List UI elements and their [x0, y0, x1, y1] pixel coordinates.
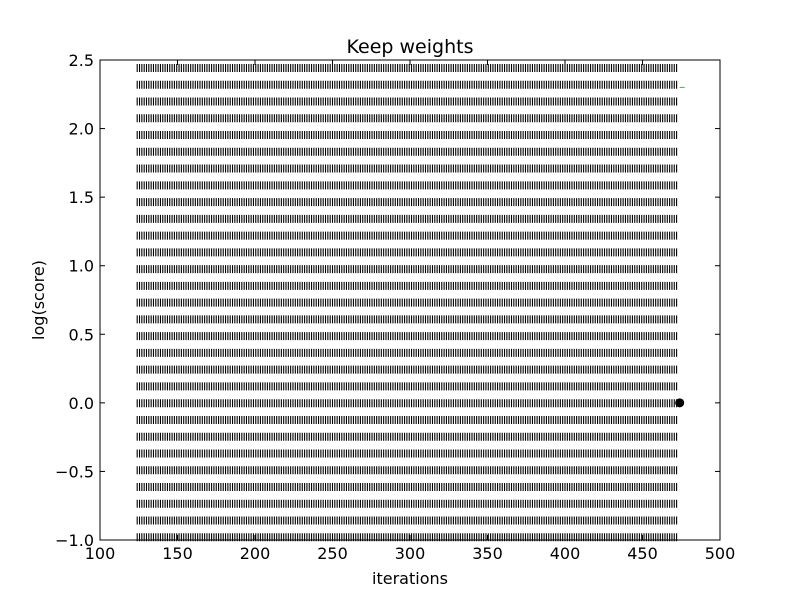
data-row	[136, 64, 678, 73]
data-row	[136, 131, 678, 140]
data-point	[675, 398, 685, 408]
data-row	[136, 80, 678, 89]
data-row	[136, 281, 678, 290]
chart-title: Keep weights	[347, 36, 474, 58]
data-row	[136, 198, 678, 207]
data-row	[136, 181, 678, 190]
annotations	[675, 86, 685, 408]
x-tick-label: 300	[395, 544, 426, 563]
x-tick-label: 500	[705, 544, 736, 563]
data-row	[136, 466, 678, 475]
data-row	[136, 164, 678, 173]
y-tick-label: 2.0	[69, 120, 94, 139]
data-row	[136, 298, 678, 307]
data-row	[136, 265, 678, 274]
y-tick-label: 1.0	[69, 257, 94, 276]
data-row	[136, 482, 678, 491]
data-row	[136, 315, 678, 324]
y-tick-label: −0.5	[55, 462, 94, 481]
data-row	[136, 449, 678, 458]
y-tick-label: 1.5	[69, 188, 94, 207]
data-row	[136, 533, 678, 542]
data-row	[136, 332, 678, 341]
y-tick-label: 0.5	[69, 325, 94, 344]
data-row	[136, 499, 678, 508]
data-row	[136, 516, 678, 525]
y-tick-label: −1.0	[55, 531, 94, 550]
x-tick-label: 350	[472, 544, 503, 563]
x-axis-ticks: 100 150 200 250 300 350 400 450 500	[85, 60, 736, 563]
y-axis-ticks: −1.0 −0.5 0.0 0.5 1.0 1.5 2.0 2.5	[55, 51, 720, 550]
x-tick-label: 400	[550, 544, 581, 563]
x-tick-label: 100	[85, 544, 116, 563]
y-tick-label: 0.0	[69, 394, 94, 413]
data-row	[136, 348, 678, 357]
y-tick-label: 2.5	[69, 51, 94, 70]
data-row	[136, 214, 678, 223]
x-axis-label: iterations	[372, 569, 448, 588]
data-row	[136, 97, 678, 106]
data-row	[136, 399, 678, 408]
x-tick-label: 250	[317, 544, 348, 563]
data-row	[136, 365, 678, 374]
data-row	[136, 415, 678, 424]
x-tick-label: 450	[627, 544, 658, 563]
data-row	[136, 231, 678, 240]
data-row	[136, 382, 678, 391]
data-row	[136, 248, 678, 257]
data-marks	[136, 64, 678, 542]
y-axis-label: log(score)	[29, 260, 48, 340]
x-tick-label: 200	[240, 544, 271, 563]
data-row	[136, 147, 678, 156]
data-row	[136, 114, 678, 123]
x-tick-label: 150	[162, 544, 193, 563]
data-row	[136, 432, 678, 441]
